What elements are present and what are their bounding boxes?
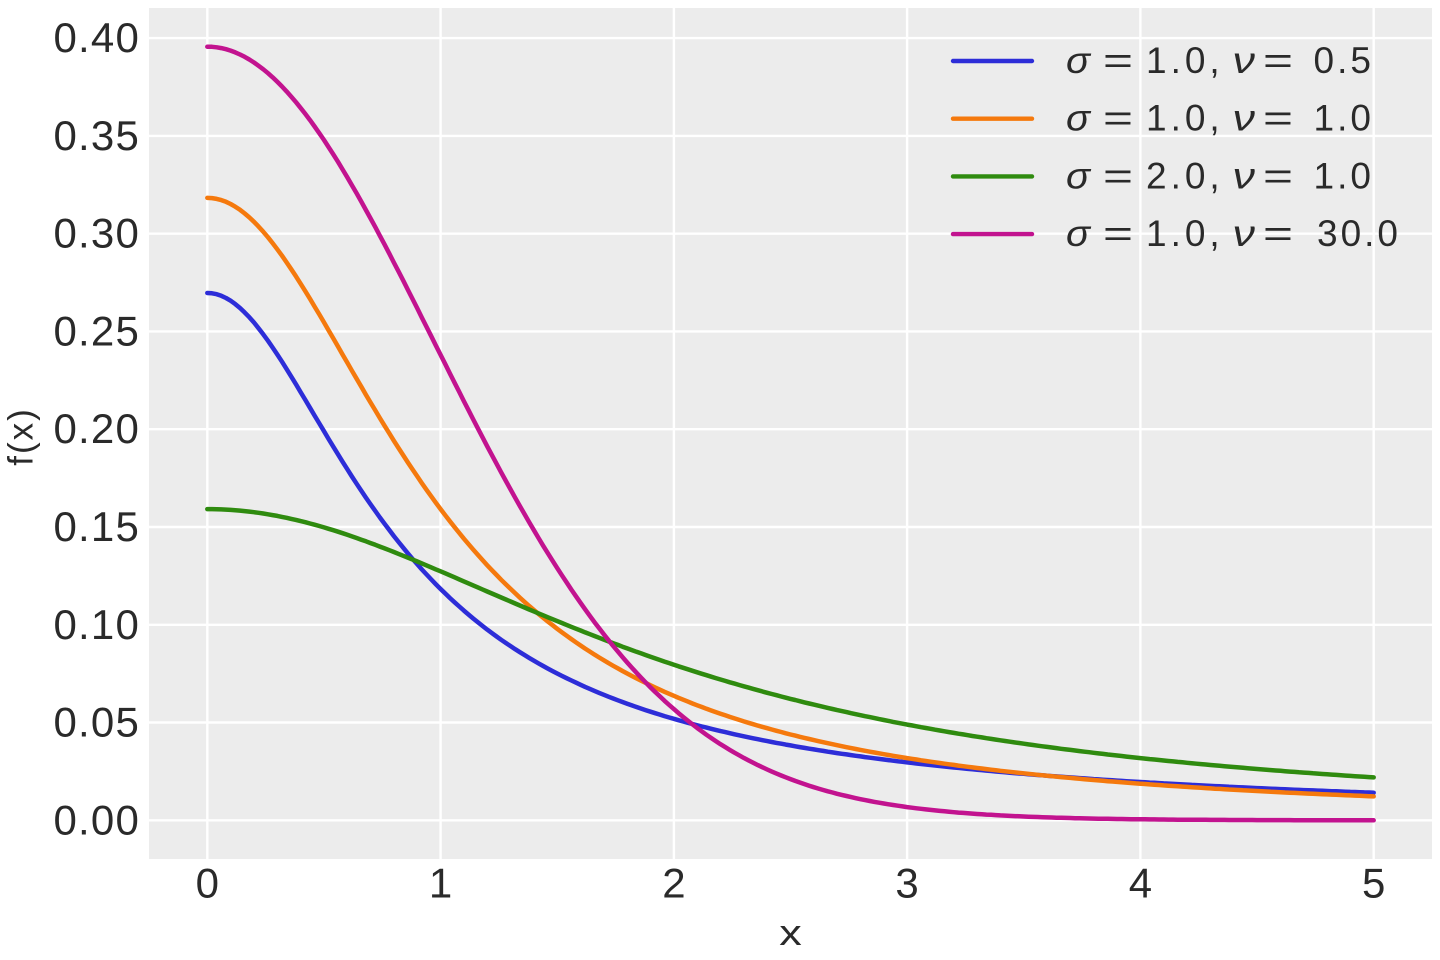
svg-text:f(x): f(x) <box>2 407 41 466</box>
svg-text:ν: ν <box>1233 98 1256 139</box>
svg-text:=: = <box>1103 213 1133 254</box>
svg-text:σ: σ <box>1066 155 1092 196</box>
svg-text:0.40: 0.40 <box>53 14 140 61</box>
svg-text:σ: σ <box>1066 213 1092 254</box>
svg-text:0.00: 0.00 <box>53 796 140 843</box>
svg-text:x: x <box>779 912 802 953</box>
svg-text:ν: ν <box>1233 213 1256 254</box>
svg-text:1.0: 1.0 <box>1314 155 1374 196</box>
svg-text:3: 3 <box>895 860 918 907</box>
svg-text:=: = <box>1263 213 1293 254</box>
svg-text:ν: ν <box>1233 155 1256 196</box>
svg-text:0.35: 0.35 <box>53 112 140 159</box>
svg-text:0: 0 <box>196 860 219 907</box>
svg-text:=: = <box>1103 40 1133 81</box>
svg-text:=: = <box>1263 155 1293 196</box>
svg-text:0.30: 0.30 <box>53 210 140 257</box>
svg-text:=: = <box>1103 155 1133 196</box>
svg-text:=: = <box>1263 98 1293 139</box>
svg-text:0.10: 0.10 <box>53 601 140 648</box>
svg-text:=: = <box>1263 40 1293 81</box>
svg-text:1: 1 <box>429 860 452 907</box>
svg-text:5: 5 <box>1362 860 1385 907</box>
svg-text:σ: σ <box>1066 98 1092 139</box>
svg-text:4: 4 <box>1129 860 1152 907</box>
svg-text:0.25: 0.25 <box>53 307 140 354</box>
svg-text:ν: ν <box>1233 40 1256 81</box>
svg-text:0.05: 0.05 <box>53 699 140 746</box>
svg-text:2.0,: 2.0, <box>1146 155 1224 196</box>
svg-text:30.0: 30.0 <box>1317 213 1401 254</box>
svg-text:2: 2 <box>662 860 685 907</box>
svg-text:1.0,: 1.0, <box>1146 40 1224 81</box>
svg-text:0.5: 0.5 <box>1314 40 1374 81</box>
svg-text:1.0,: 1.0, <box>1146 213 1224 254</box>
svg-text:1.0,: 1.0, <box>1146 98 1224 139</box>
svg-text:=: = <box>1103 98 1133 139</box>
svg-text:1.0: 1.0 <box>1314 98 1374 139</box>
svg-text:0.20: 0.20 <box>53 405 140 452</box>
svg-text:σ: σ <box>1066 40 1092 81</box>
svg-text:0.15: 0.15 <box>53 503 140 550</box>
